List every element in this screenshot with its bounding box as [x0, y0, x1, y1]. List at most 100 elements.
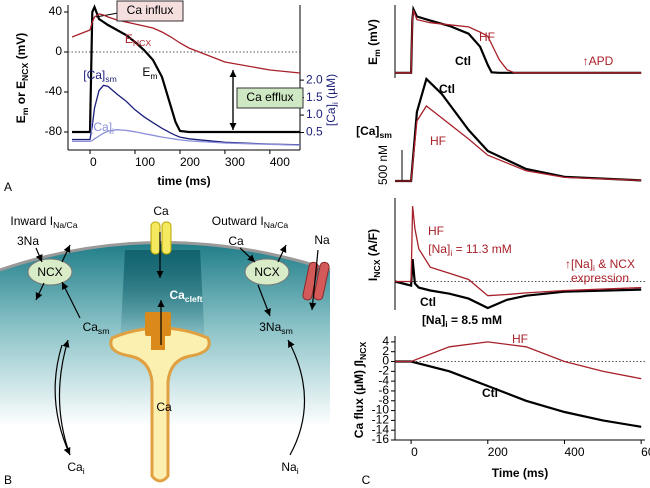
diagram-label: Nai [281, 460, 298, 476]
y-axis-label-part: E [366, 57, 380, 65]
series-line [394, 258, 642, 310]
diagram-label-part: Na [281, 460, 297, 474]
diagram-label: Casm [83, 320, 110, 336]
arrow [35, 282, 45, 301]
y-axis-label-part: I [366, 278, 380, 281]
diagram-label: Cacleft [169, 288, 202, 304]
diagram-label-part: Outward I [212, 214, 264, 228]
panel-label: C [362, 473, 371, 487]
diagram-label-part: i [83, 466, 85, 476]
diagram-label-part: sm [98, 326, 110, 336]
annotation: [Na]i = 8.5 mM [422, 313, 502, 329]
arrow [257, 284, 271, 317]
series-label: HF [430, 134, 446, 148]
series-line [395, 360, 642, 428]
arrow [287, 339, 306, 456]
y-tick-label: -40 [45, 84, 63, 98]
annotation-part: = 11.3 mM [452, 242, 511, 256]
series-line [72, 4, 300, 134]
series-label: ENCX [125, 32, 151, 48]
y2-axis-label-part: (µM) [324, 74, 338, 102]
y-axis-label: Ca flux (µM) ∫INCX [352, 342, 368, 439]
x-axis-label: time (ms) [157, 174, 210, 188]
cell-diagram [0, 221, 331, 488]
cleft-space [120, 250, 205, 345]
annotation-box [236, 87, 304, 109]
ncx [244, 258, 290, 286]
series-label: Ctl [420, 295, 436, 309]
annotation-part: = 8.5 mM [448, 313, 502, 327]
y-axis-label: INCX (A/F) [366, 229, 382, 281]
y-axis-label-part: (mV) [14, 33, 28, 63]
series-label-part: NCX [133, 38, 151, 48]
annotation: Ca influx [127, 3, 174, 17]
arrow [239, 247, 256, 263]
annotation-part: ↑[Na] [565, 257, 593, 271]
series-label-part: i [112, 126, 114, 136]
y-tick-label: -12 [372, 413, 390, 427]
y-tick-label: 2 [382, 344, 389, 358]
x-tick-label: 400 [270, 155, 290, 169]
y2-tick-label: 0.5 [306, 125, 323, 139]
influx-pointer [95, 12, 119, 18]
annotation-box [116, 0, 184, 22]
series-label-part: sm [105, 74, 117, 84]
sr [109, 326, 211, 483]
series-label: Ctl [439, 82, 455, 96]
diagram-label: NCX [254, 265, 279, 279]
annotation-part: [Na] [428, 242, 450, 256]
diagram-label: Outward INa/Ca [212, 214, 289, 230]
y-tick-label: -2 [378, 363, 389, 377]
x-tick-label: 0 [90, 155, 97, 169]
diagram-label-part: Na/Ca [53, 220, 78, 230]
y-tick-label: -10 [372, 403, 390, 417]
diagram-label-part: Na/Ca [264, 220, 289, 230]
y-axis-label-part: [Ca] [356, 124, 379, 138]
x-tick-label: 300 [225, 155, 245, 169]
diagram-label-part: Ca [67, 460, 83, 474]
y-axis-label-part: or E [14, 81, 28, 108]
arrow [309, 249, 319, 311]
y-axis-label-part: sm [379, 130, 392, 140]
y-tick-label: -8 [378, 393, 389, 407]
series-line [72, 129, 301, 146]
y-axis-label-part: NCX [372, 259, 382, 277]
y2-tick-label: 1.0 [306, 107, 323, 121]
annotation: Ca efflux [246, 90, 293, 104]
y-tick-label: 40 [49, 4, 63, 18]
diagram-label-part: cleft [185, 294, 203, 304]
x-tick-label: 200 [180, 155, 200, 169]
annotation-part: [Na] [422, 313, 445, 327]
na-channel [313, 261, 330, 301]
series-line [71, 13, 301, 74]
x-tick-label: 0 [411, 445, 418, 459]
x-tick-label: 600 [641, 445, 650, 459]
y-axis-label: [Ca]sm [356, 124, 392, 140]
annotation-part: i [445, 319, 447, 329]
arrow [58, 339, 71, 456]
series-label-part: E [125, 32, 133, 46]
y-axis-label-part: E [14, 115, 28, 123]
y-tick-label: -14 [372, 422, 390, 436]
diagram-label: Inward INa/Ca [10, 214, 77, 230]
x-axis-label: Time (ms) [492, 466, 548, 480]
diagram-label-part: 3Na [259, 320, 281, 334]
y-axis-label-part: m [20, 107, 30, 115]
series-label: Ctl [482, 386, 498, 400]
x-tick-label: 400 [564, 445, 584, 459]
series-label: Em [142, 65, 157, 81]
y-tick-label: -4 [378, 373, 389, 387]
y-axis-label-part: NCX [358, 342, 368, 360]
diagram-label: 3Na [17, 234, 39, 248]
y-axis-label-part: (A/F) [366, 229, 380, 260]
y2-axis-label-part: [Ca] [324, 104, 338, 126]
y-axis-label: Em or ENCX (mV) [14, 33, 30, 124]
diagram-label-part: Inward I [10, 214, 53, 228]
diagram-label: Ca [153, 204, 169, 218]
diagram-label: Ca [228, 234, 244, 248]
scale-bar-label: 500 nM [376, 145, 390, 185]
ca-channel [150, 221, 161, 255]
y-tick-label: 0 [55, 44, 62, 58]
series-line [395, 206, 642, 297]
